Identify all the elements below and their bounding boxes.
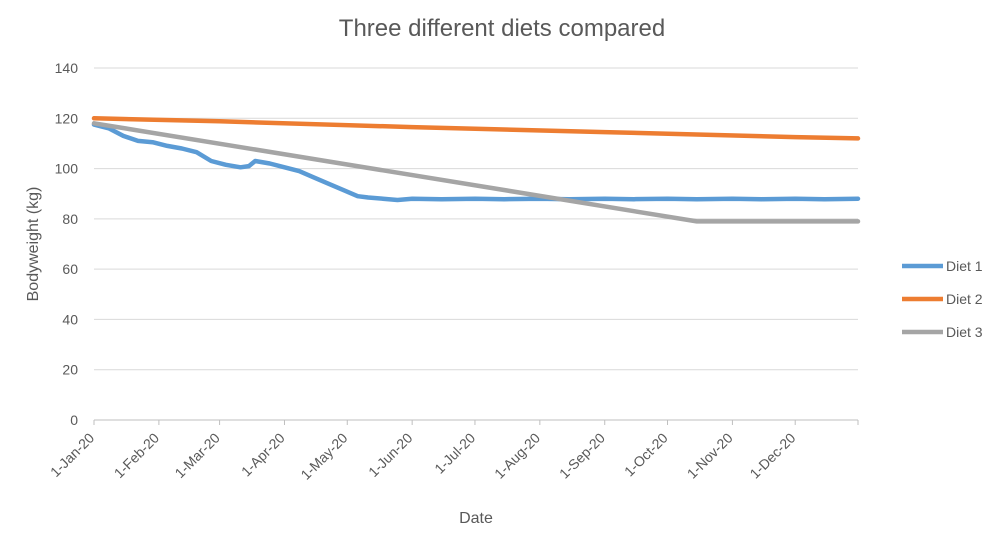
legend-label: Diet 3 xyxy=(946,324,983,340)
x-tick-label: 1-Jun-20 xyxy=(365,429,416,480)
x-tick-label: 1-Dec-20 xyxy=(746,429,798,481)
y-tick-label: 140 xyxy=(55,60,79,76)
series-line-2 xyxy=(91,116,861,141)
x-tick-label: 1-Mar-20 xyxy=(171,429,223,481)
x-tick-label: 1-Aug-20 xyxy=(491,429,543,481)
chart-title: Three different diets compared xyxy=(339,15,665,42)
x-tick-label: 1-Sep-20 xyxy=(556,429,608,481)
y-axis-ticks: 0 20 40 60 80 100 120 140 xyxy=(55,60,79,428)
legend: Diet 1 Diet 2 Diet 3 xyxy=(902,258,983,340)
gridlines xyxy=(94,67,858,371)
x-tick-label: 1-Jan-20 xyxy=(47,429,98,480)
y-tick-label: 20 xyxy=(62,362,78,378)
y-tick-label: 40 xyxy=(62,311,78,327)
x-tick-label: 1-May-20 xyxy=(297,429,350,482)
x-tick-label: 1-Feb-20 xyxy=(111,429,163,481)
y-tick-label: 60 xyxy=(62,261,78,277)
y-axis-title: Bodyweight (kg) xyxy=(25,187,42,302)
series-lines xyxy=(91,116,861,224)
y-tick-label: 0 xyxy=(70,412,78,428)
x-tick-label: 1-Jul-20 xyxy=(431,429,478,476)
y-tick-label: 100 xyxy=(55,161,79,177)
series-line-1 xyxy=(91,122,861,203)
legend-label: Diet 2 xyxy=(946,291,983,307)
x-tick-label: 1-Nov-20 xyxy=(684,429,736,481)
y-tick-label: 80 xyxy=(62,211,78,227)
x-tick-label: 1-Oct-20 xyxy=(621,429,671,479)
y-tick-label: 120 xyxy=(55,110,79,126)
x-axis-title: Date xyxy=(459,510,493,527)
x-axis-ticks: 1-Jan-20 1-Feb-20 1-Mar-20 1-Apr-20 1-May-20… xyxy=(47,420,859,483)
series-line-3 xyxy=(91,121,861,224)
x-tick-label: 1-Apr-20 xyxy=(238,429,288,479)
legend-label: Diet 1 xyxy=(946,258,983,274)
